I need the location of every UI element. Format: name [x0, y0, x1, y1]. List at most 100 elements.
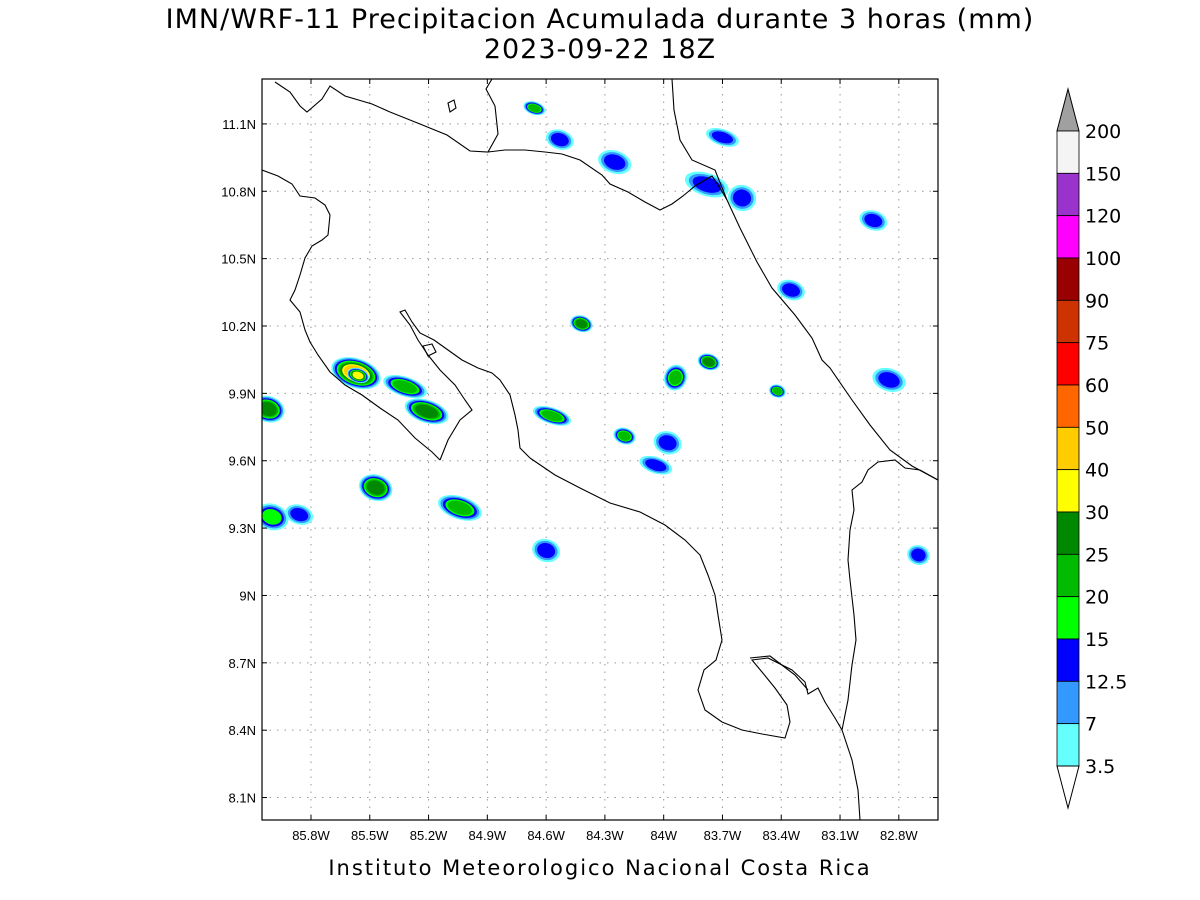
colorbar-label: 25: [1085, 544, 1109, 566]
x-tick-label: 85.5W: [351, 828, 389, 843]
y-tick-label: 8.1N: [229, 791, 256, 806]
precip-cell: [663, 364, 687, 391]
precip-cell: [706, 128, 739, 147]
coastline-pacific-central: [529, 457, 843, 739]
y-tick-label: 9.9N: [229, 386, 256, 401]
precip-contour: [528, 104, 541, 113]
colorbar-swatch: [1056, 342, 1080, 386]
precip-cell: [358, 474, 393, 502]
precip-cell: [598, 150, 632, 175]
colorbar-swatch: [1056, 172, 1080, 217]
precip-contour: [772, 387, 782, 395]
precip-contour: [911, 548, 926, 562]
y-tick-label: 10.5N: [221, 252, 256, 267]
coastline-osa-detail: [749, 655, 809, 691]
colorbar-swatch: [1056, 215, 1080, 259]
longitude-axis: 85.8W 85.5W 85.2W 84.9W 84.6W 84.3W 84W 83.7W 83…: [292, 79, 918, 843]
precip-contour: [447, 500, 472, 515]
precip-contour: [618, 431, 631, 441]
precip-cell: [777, 279, 805, 301]
colorbar-under-arrow: [1056, 765, 1080, 810]
y-tick-label: 8.7N: [229, 656, 256, 671]
island-small: [447, 99, 457, 113]
precip-cell: [639, 455, 673, 475]
colorbar-label: 12.5: [1085, 671, 1127, 693]
precip-cell: [613, 427, 636, 445]
precip-contour: [393, 380, 418, 394]
precip-contour: [732, 189, 752, 207]
x-tick-label: 83.7W: [704, 828, 742, 843]
colorbar-swatch: [1056, 384, 1080, 428]
colorbar-swatch: [1056, 257, 1080, 301]
colorbar-label: 30: [1085, 502, 1109, 524]
precip-contour: [262, 402, 277, 417]
precip-contour: [290, 507, 309, 522]
x-tick-label: 84.9W: [469, 828, 507, 843]
precip-contour: [782, 283, 800, 297]
map-title: IMN/WRF-11 Precipitacion Acumulada duran…: [165, 4, 1035, 35]
island-gulf: [422, 343, 437, 357]
x-tick-label: 83.4W: [762, 828, 800, 843]
precip-cell: [684, 171, 729, 198]
precip-cell: [523, 101, 546, 116]
gridlines: [262, 79, 938, 820]
y-tick-label: 9.3N: [229, 521, 256, 536]
precip-contour: [878, 372, 900, 388]
coastline-pacific-nicoya: [262, 169, 441, 461]
colorbar-label: 100: [1085, 248, 1121, 270]
x-tick-label: 84.6W: [527, 828, 565, 843]
colorbar-over-arrow: [1056, 87, 1080, 132]
precip-cell: [907, 545, 930, 565]
precip-contour: [575, 319, 588, 329]
precip-cell: [872, 367, 906, 392]
colorbar-swatch: [1056, 511, 1080, 555]
y-tick-label: 8.4N: [229, 723, 256, 738]
precip-contour: [711, 131, 734, 144]
precip-cell: [532, 405, 572, 426]
x-tick-label: 84.3W: [586, 828, 624, 843]
precip-contour: [366, 480, 385, 495]
coastline-border-panama: [841, 459, 938, 820]
colorbar-swatch: [1056, 469, 1080, 513]
precip-contour: [645, 459, 667, 472]
x-tick-label: 84W: [650, 828, 677, 843]
coastline-gulf-nicoya: [399, 309, 531, 461]
coastlines: [262, 79, 938, 820]
coastline-san-juan-river: [487, 149, 728, 211]
colorbar-label: 3.5: [1085, 756, 1115, 778]
colorbar-label: 60: [1085, 375, 1109, 397]
y-tick-label: 11.1N: [222, 117, 256, 132]
x-tick-label: 85.8W: [292, 828, 330, 843]
colorbar-label: 20: [1085, 587, 1109, 609]
precip-cell: [697, 353, 720, 371]
colorbar-legend: 200 150 120 100 90 75 60 50 40 30 25 20 15 12.5 7 3.5: [1056, 87, 1127, 810]
x-tick-label: 85.2W: [410, 828, 448, 843]
precip-cell: [768, 384, 786, 398]
footer-institution: Instituto Meteorologico Nacional Costa R…: [328, 856, 872, 880]
precip-cell: [532, 538, 561, 563]
colorbar-swatch: [1056, 638, 1080, 682]
precip-cell: [727, 184, 757, 212]
colorbar-swatch: [1056, 723, 1080, 767]
colorbar-label: 40: [1085, 460, 1109, 482]
precip-contour: [537, 542, 556, 559]
precip-cell: [404, 398, 449, 425]
y-tick-label: 9N: [239, 588, 256, 603]
map-subtitle-date: 2023-09-22 18Z: [483, 34, 717, 65]
precip-cell: [570, 315, 593, 333]
precip-contour: [864, 213, 883, 228]
x-tick-label: 82.8W: [880, 828, 918, 843]
colorbar-swatch: [1056, 130, 1080, 174]
precip-contour: [603, 154, 626, 170]
colorbar-swatch: [1056, 596, 1080, 640]
precip-contour: [352, 371, 364, 380]
precip-contour: [702, 357, 715, 367]
precip-cell: [653, 431, 682, 455]
precip-cell: [545, 129, 574, 150]
colorbar-label: 120: [1085, 206, 1121, 228]
precip-contour: [262, 508, 282, 525]
latitude-axis: 11.1N 10.8N 10.5N 10.2N 9.9N 9.6N 9.3N 9N 8.7N 8.…: [221, 117, 938, 806]
precip-cell: [285, 504, 314, 525]
colorbar-swatch: [1056, 553, 1080, 598]
coastline-north-limit: [671, 79, 728, 201]
